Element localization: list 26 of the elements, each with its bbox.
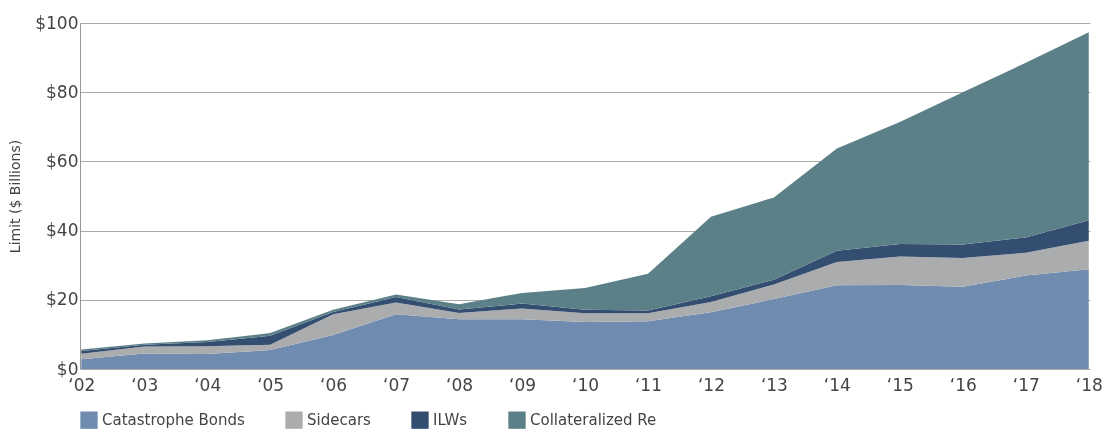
x-tick-label: ‘14: [823, 374, 851, 395]
x-tick-label: ‘10: [571, 374, 600, 395]
x-tick-label: ‘04: [194, 374, 222, 395]
x-tick-label: ‘11: [634, 374, 662, 395]
y-tick-label: $40: [46, 220, 79, 241]
x-tick-label: ‘05: [257, 374, 285, 395]
x-tick-label: ‘08: [446, 374, 474, 395]
x-tick-label: ‘13: [760, 374, 788, 395]
y-axis-title: Limit ($ Billions): [7, 139, 24, 254]
legend-label: Catastrophe Bonds: [102, 411, 245, 430]
y-tick-label: $20: [46, 289, 79, 310]
x-tick-label: ‘12: [697, 374, 725, 395]
x-tick-label: ‘18: [1075, 374, 1103, 395]
x-tick-label: ‘15: [886, 374, 914, 395]
x-tick-label: ‘07: [383, 374, 411, 395]
x-tick-label: ‘09: [509, 374, 537, 395]
legend-label: ILWs: [433, 411, 468, 430]
x-tick-label: ‘17: [1012, 374, 1040, 395]
legend-label: Sidecars: [307, 411, 372, 430]
x-tick-label: ‘06: [320, 374, 348, 395]
y-tick-label: $100: [35, 12, 79, 33]
y-tick-label: $60: [46, 150, 79, 171]
x-tick-label: ‘16: [949, 374, 977, 395]
y-tick-label: $80: [46, 81, 79, 102]
x-tick-label: ‘03: [131, 374, 159, 395]
legend-label: Collateralized Re: [530, 411, 657, 430]
